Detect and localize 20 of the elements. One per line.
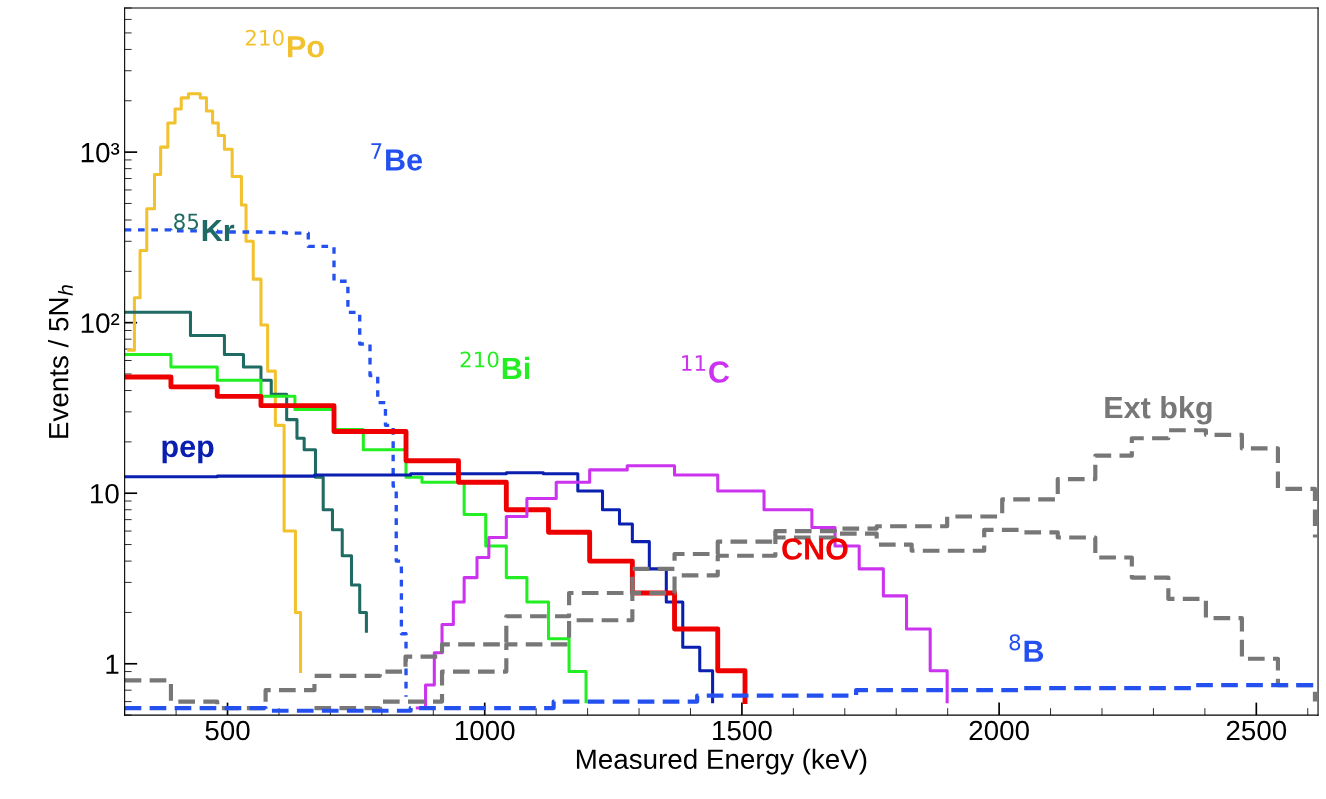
series-label: $^{210}$Po [245,29,324,58]
x-tick-label: 500 [205,720,250,741]
series-label: pep [162,440,214,464]
series-label: Ext bkg [1105,395,1212,425]
text: $^{11}$C [682,355,730,383]
x-tick-label: 2500 [1226,720,1287,741]
text: CNO [782,538,848,560]
x-tick-label: 1500 [713,720,772,741]
y-tick-label: 10 [91,483,119,504]
text: $^{85}$Kr [174,213,235,242]
text: $^{7}$Be [371,143,423,171]
y-tick-label: 10² [81,313,120,334]
x-tick-label: 2000 [969,720,1029,741]
y-axis-title: Events / 5N$_{h}$ [48,285,73,438]
y-tick-label: 10³ [81,142,120,163]
text: $^{210}$Bi [460,351,530,379]
series-label: $^{8}$B [1009,634,1044,662]
y-tick-label: 1 [106,654,119,674]
x-axis-title: Measured Energy (keV) [576,748,867,775]
x-tick-label: 1000 [455,720,515,741]
